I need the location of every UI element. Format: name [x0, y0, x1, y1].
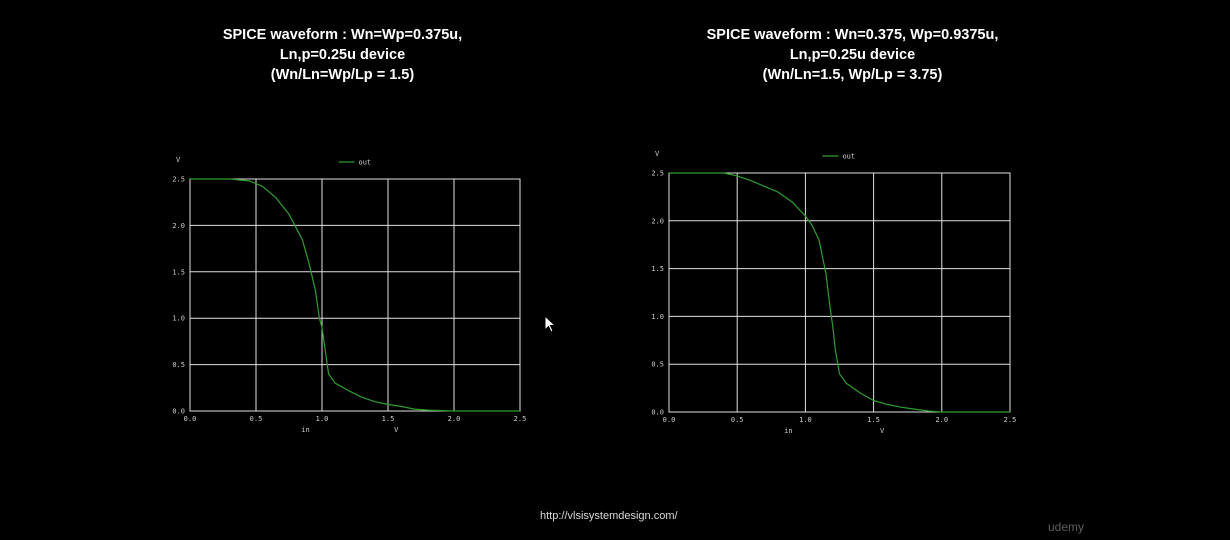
- udemy-watermark: udemy: [1048, 520, 1085, 534]
- y-tick-label: 1.5: [172, 268, 185, 276]
- y-tick-label: 0.0: [651, 409, 664, 417]
- x-tick-label: 1.5: [382, 415, 395, 423]
- x-tick-label: 1.0: [799, 416, 812, 424]
- y-tick-label: 1.0: [172, 315, 185, 323]
- y-tick-label: 1.0: [651, 313, 664, 321]
- y-tick-label: 2.0: [172, 222, 185, 230]
- chart-title-right: SPICE waveform : Wn=0.375, Wp=0.9375u, L…: [680, 25, 1025, 85]
- x-tick-label: 2.0: [448, 415, 461, 423]
- y-tick-label: 0.5: [651, 361, 664, 369]
- footer-url: http://vlsisystemdesign.com/: [540, 510, 678, 522]
- x-axis-unit-label: V: [394, 426, 399, 434]
- title-line: SPICE waveform : Wn=Wp=0.375u,: [222, 27, 463, 43]
- x-tick-label: 1.0: [316, 415, 329, 423]
- title-line: Ln,p=0.25u device: [789, 47, 916, 63]
- x-tick-label: 0.0: [663, 416, 676, 424]
- y-tick-label: 2.5: [172, 176, 185, 184]
- legend-label: out: [842, 153, 855, 161]
- y-tick-label: 0.0: [172, 408, 185, 416]
- x-tick-label: 0.5: [731, 416, 744, 424]
- y-tick-label: 2.5: [651, 170, 664, 178]
- y-axis-label: V: [176, 156, 181, 164]
- x-axis-label: in: [301, 426, 309, 434]
- x-tick-label: 2.0: [935, 416, 948, 424]
- x-tick-label: 1.5: [867, 416, 880, 424]
- series-line-out: [190, 178, 520, 412]
- y-tick-label: 2.0: [651, 217, 664, 225]
- title-line: (Wn/Ln=1.5, Wp/Lp = 3.75): [762, 67, 943, 83]
- x-axis-label: in: [784, 427, 792, 435]
- title-line: (Wn/Ln=Wp/Lp = 1.5): [270, 67, 415, 83]
- y-tick-label: 0.5: [172, 361, 185, 369]
- x-axis-unit-label: V: [880, 427, 885, 435]
- plot-frame: [189, 178, 521, 412]
- title-line: Ln,p=0.25u device: [279, 47, 406, 63]
- y-tick-label: 1.5: [651, 265, 664, 273]
- x-tick-label: 0.5: [250, 415, 263, 423]
- title-line: SPICE waveform : Wn=0.375, Wp=0.9375u,: [706, 27, 999, 43]
- legend-label: out: [359, 159, 372, 167]
- x-tick-label: 2.5: [514, 415, 527, 423]
- chart-title-left: SPICE waveform : Wn=Wp=0.375u, Ln,p=0.25…: [170, 25, 515, 85]
- plot-frame: [668, 172, 1011, 413]
- x-tick-label: 0.0: [184, 415, 197, 423]
- series-line-out: [669, 172, 1010, 413]
- y-axis-label: V: [655, 150, 660, 158]
- mouse-cursor-icon: [544, 315, 557, 333]
- x-tick-label: 2.5: [1004, 416, 1017, 424]
